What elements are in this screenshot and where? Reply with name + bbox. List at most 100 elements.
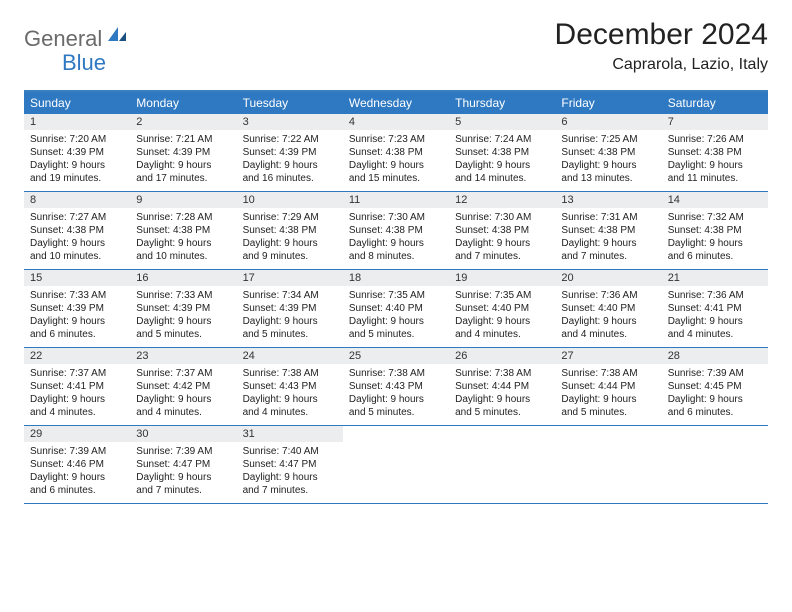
day-dl2: and 6 minutes. — [668, 406, 762, 419]
day-number: 14 — [662, 192, 768, 208]
day-body: Sunrise: 7:22 AMSunset: 4:39 PMDaylight:… — [237, 130, 343, 191]
day-cell: 11Sunrise: 7:30 AMSunset: 4:38 PMDayligh… — [343, 192, 449, 269]
day-dl2: and 15 minutes. — [349, 172, 443, 185]
day-ss: Sunset: 4:38 PM — [668, 224, 762, 237]
day-cell: 16Sunrise: 7:33 AMSunset: 4:39 PMDayligh… — [130, 270, 236, 347]
day-sr: Sunrise: 7:37 AM — [30, 367, 124, 380]
day-ss: Sunset: 4:38 PM — [561, 146, 655, 159]
day-body: Sunrise: 7:29 AMSunset: 4:38 PMDaylight:… — [237, 208, 343, 269]
day-ss: Sunset: 4:42 PM — [136, 380, 230, 393]
day-cell: 2Sunrise: 7:21 AMSunset: 4:39 PMDaylight… — [130, 114, 236, 191]
day-body: Sunrise: 7:28 AMSunset: 4:38 PMDaylight:… — [130, 208, 236, 269]
day-cell: 24Sunrise: 7:38 AMSunset: 4:43 PMDayligh… — [237, 348, 343, 425]
day-dl2: and 7 minutes. — [136, 484, 230, 497]
day-cell: 9Sunrise: 7:28 AMSunset: 4:38 PMDaylight… — [130, 192, 236, 269]
week-row: 1Sunrise: 7:20 AMSunset: 4:39 PMDaylight… — [24, 114, 768, 192]
day-body: Sunrise: 7:26 AMSunset: 4:38 PMDaylight:… — [662, 130, 768, 191]
day-dl1: Daylight: 9 hours — [136, 159, 230, 172]
week-row: 8Sunrise: 7:27 AMSunset: 4:38 PMDaylight… — [24, 192, 768, 270]
day-ss: Sunset: 4:43 PM — [349, 380, 443, 393]
header: General Blue December 2024 Caprarola, La… — [24, 18, 768, 76]
day-ss: Sunset: 4:39 PM — [30, 302, 124, 315]
day-body: Sunrise: 7:40 AMSunset: 4:47 PMDaylight:… — [237, 442, 343, 503]
day-dl2: and 11 minutes. — [668, 172, 762, 185]
day-cell: 12Sunrise: 7:30 AMSunset: 4:38 PMDayligh… — [449, 192, 555, 269]
day-number: 3 — [237, 114, 343, 130]
day-sr: Sunrise: 7:38 AM — [561, 367, 655, 380]
day-dl1: Daylight: 9 hours — [136, 315, 230, 328]
day-dl1: Daylight: 9 hours — [561, 159, 655, 172]
day-dl2: and 14 minutes. — [455, 172, 549, 185]
day-dl1: Daylight: 9 hours — [30, 237, 124, 250]
day-body: Sunrise: 7:39 AMSunset: 4:45 PMDaylight:… — [662, 364, 768, 425]
day-sr: Sunrise: 7:36 AM — [668, 289, 762, 302]
day-dl2: and 5 minutes. — [349, 406, 443, 419]
day-cell: 29Sunrise: 7:39 AMSunset: 4:46 PMDayligh… — [24, 426, 130, 503]
day-cell: 4Sunrise: 7:23 AMSunset: 4:38 PMDaylight… — [343, 114, 449, 191]
day-dl1: Daylight: 9 hours — [668, 159, 762, 172]
day-header-wednesday: Wednesday — [343, 92, 449, 114]
day-ss: Sunset: 4:38 PM — [455, 224, 549, 237]
day-cell: 25Sunrise: 7:38 AMSunset: 4:43 PMDayligh… — [343, 348, 449, 425]
weeks-container: 1Sunrise: 7:20 AMSunset: 4:39 PMDaylight… — [24, 114, 768, 504]
day-header-thursday: Thursday — [449, 92, 555, 114]
day-body: Sunrise: 7:21 AMSunset: 4:39 PMDaylight:… — [130, 130, 236, 191]
day-ss: Sunset: 4:38 PM — [561, 224, 655, 237]
day-dl1: Daylight: 9 hours — [668, 237, 762, 250]
day-cell: .. — [555, 426, 661, 503]
day-dl1: Daylight: 9 hours — [30, 315, 124, 328]
day-dl1: Daylight: 9 hours — [455, 315, 549, 328]
day-body: Sunrise: 7:36 AMSunset: 4:41 PMDaylight:… — [662, 286, 768, 347]
day-header-tuesday: Tuesday — [237, 92, 343, 114]
day-cell: 31Sunrise: 7:40 AMSunset: 4:47 PMDayligh… — [237, 426, 343, 503]
day-cell: 10Sunrise: 7:29 AMSunset: 4:38 PMDayligh… — [237, 192, 343, 269]
month-title: December 2024 — [555, 18, 768, 52]
logo: General Blue — [24, 26, 134, 76]
day-sr: Sunrise: 7:39 AM — [136, 445, 230, 458]
day-cell: 6Sunrise: 7:25 AMSunset: 4:38 PMDaylight… — [555, 114, 661, 191]
week-row: 15Sunrise: 7:33 AMSunset: 4:39 PMDayligh… — [24, 270, 768, 348]
day-dl2: and 10 minutes. — [136, 250, 230, 263]
day-dl2: and 4 minutes. — [668, 328, 762, 341]
day-dl1: Daylight: 9 hours — [30, 471, 124, 484]
day-sr: Sunrise: 7:29 AM — [243, 211, 337, 224]
day-sr: Sunrise: 7:24 AM — [455, 133, 549, 146]
day-sr: Sunrise: 7:35 AM — [455, 289, 549, 302]
day-number: 23 — [130, 348, 236, 364]
day-dl2: and 5 minutes. — [561, 406, 655, 419]
day-number: 18 — [343, 270, 449, 286]
day-dl1: Daylight: 9 hours — [349, 393, 443, 406]
day-ss: Sunset: 4:38 PM — [455, 146, 549, 159]
day-cell: 26Sunrise: 7:38 AMSunset: 4:44 PMDayligh… — [449, 348, 555, 425]
day-dl2: and 13 minutes. — [561, 172, 655, 185]
day-sr: Sunrise: 7:26 AM — [668, 133, 762, 146]
day-cell: 19Sunrise: 7:35 AMSunset: 4:40 PMDayligh… — [449, 270, 555, 347]
day-cell: 7Sunrise: 7:26 AMSunset: 4:38 PMDaylight… — [662, 114, 768, 191]
day-number: 21 — [662, 270, 768, 286]
day-body: Sunrise: 7:30 AMSunset: 4:38 PMDaylight:… — [343, 208, 449, 269]
day-cell: 5Sunrise: 7:24 AMSunset: 4:38 PMDaylight… — [449, 114, 555, 191]
day-header-monday: Monday — [130, 92, 236, 114]
day-body: Sunrise: 7:39 AMSunset: 4:46 PMDaylight:… — [24, 442, 130, 503]
day-number: 2 — [130, 114, 236, 130]
day-ss: Sunset: 4:40 PM — [349, 302, 443, 315]
day-number: 15 — [24, 270, 130, 286]
day-dl2: and 4 minutes. — [243, 406, 337, 419]
day-dl2: and 4 minutes. — [561, 328, 655, 341]
day-number: 11 — [343, 192, 449, 208]
day-dl2: and 6 minutes. — [30, 328, 124, 341]
day-ss: Sunset: 4:39 PM — [30, 146, 124, 159]
day-body: Sunrise: 7:23 AMSunset: 4:38 PMDaylight:… — [343, 130, 449, 191]
day-header-sunday: Sunday — [24, 92, 130, 114]
day-cell: .. — [343, 426, 449, 503]
day-body: Sunrise: 7:35 AMSunset: 4:40 PMDaylight:… — [449, 286, 555, 347]
day-number: 13 — [555, 192, 661, 208]
day-number: 6 — [555, 114, 661, 130]
day-body: Sunrise: 7:33 AMSunset: 4:39 PMDaylight:… — [24, 286, 130, 347]
day-sr: Sunrise: 7:39 AM — [30, 445, 124, 458]
day-sr: Sunrise: 7:27 AM — [30, 211, 124, 224]
day-body: Sunrise: 7:38 AMSunset: 4:43 PMDaylight:… — [343, 364, 449, 425]
day-body: Sunrise: 7:38 AMSunset: 4:44 PMDaylight:… — [449, 364, 555, 425]
day-ss: Sunset: 4:40 PM — [561, 302, 655, 315]
day-dl2: and 7 minutes. — [455, 250, 549, 263]
